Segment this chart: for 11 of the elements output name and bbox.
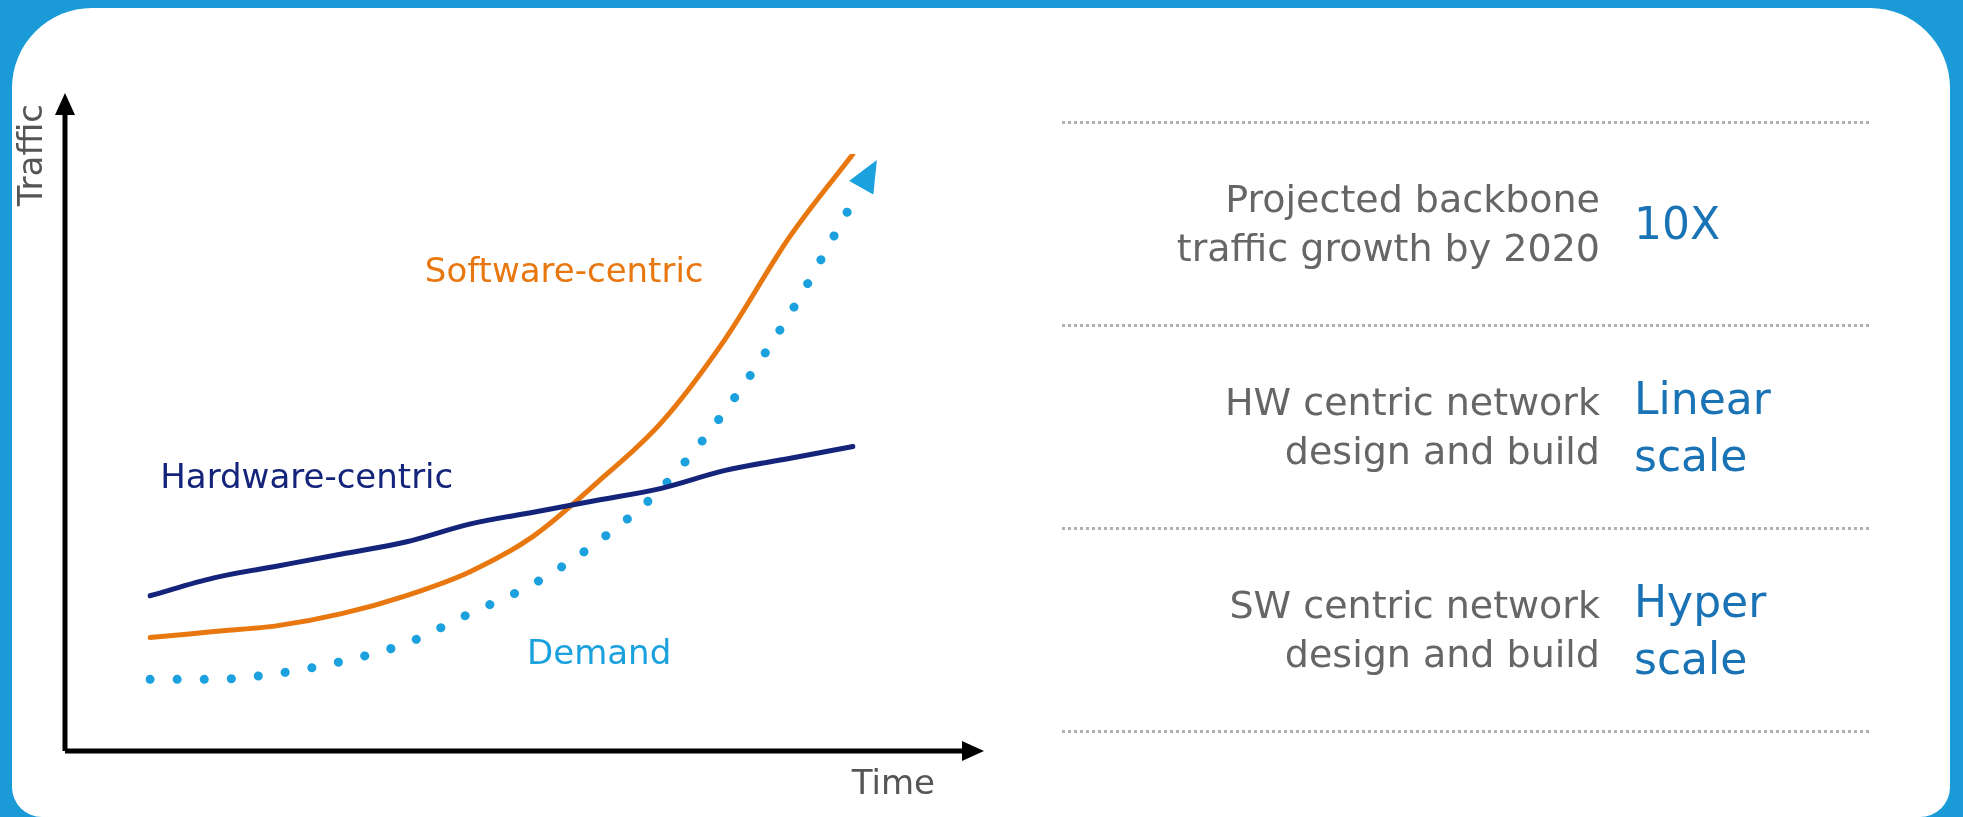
x-axis-title: Time	[850, 761, 935, 802]
text: Linear scale	[1634, 371, 1772, 483]
series-label: Demand	[527, 632, 672, 673]
text: HW centric network design and build	[1224, 378, 1600, 475]
text: SW centric network design and build	[1228, 581, 1600, 678]
text: Hyper scale	[1634, 574, 1768, 686]
text: Projected backbone traffic growth by 2020	[1175, 175, 1600, 272]
series-label: Software-centric	[424, 250, 704, 291]
series-label: Hardware-centric	[160, 456, 454, 497]
y-axis-title: Traffic	[9, 104, 50, 208]
text: 10X	[1634, 197, 1722, 252]
